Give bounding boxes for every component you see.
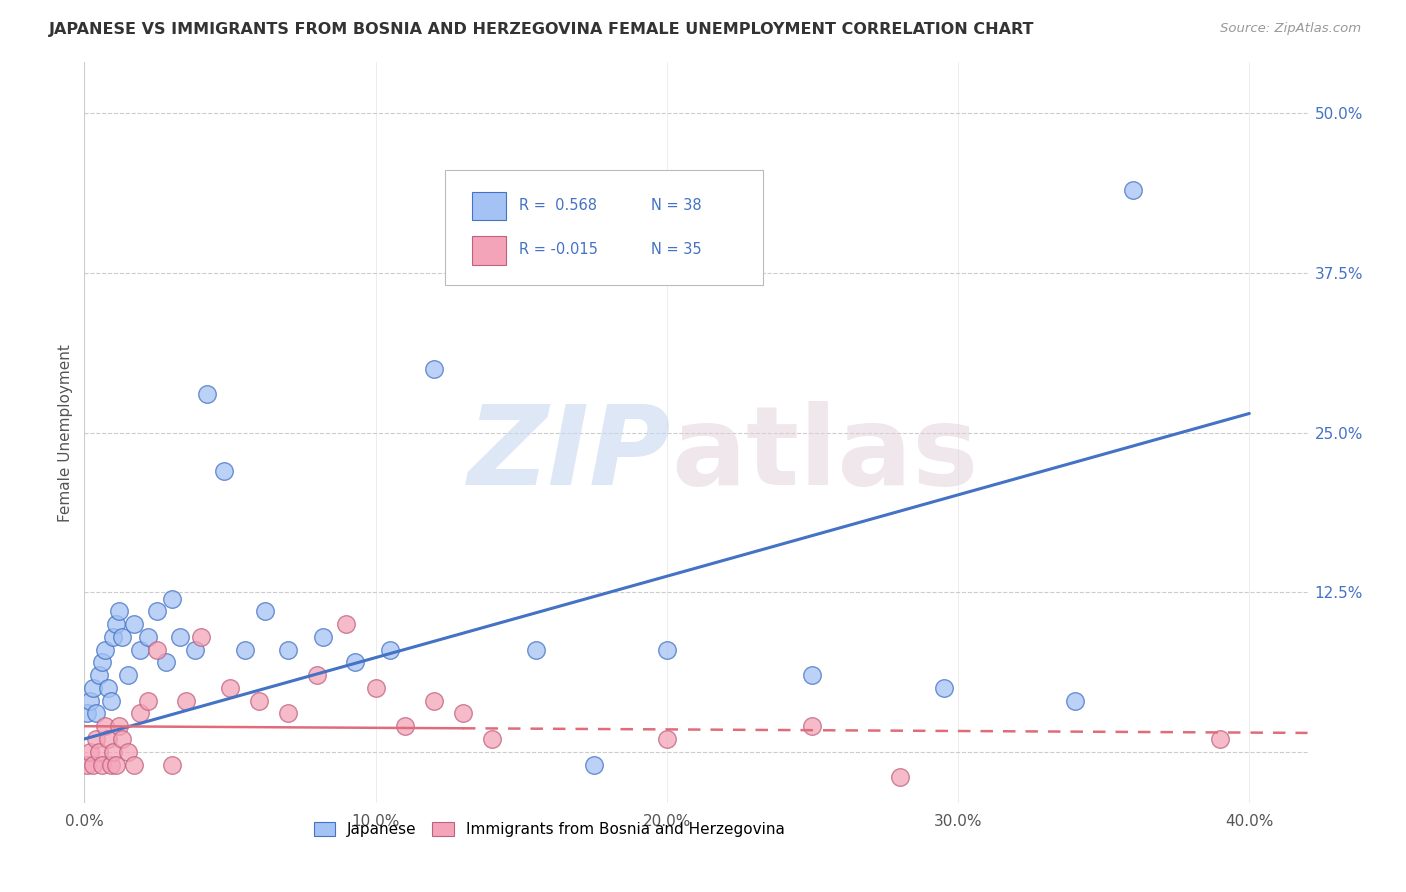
Point xyxy=(93,642,115,657)
Point xyxy=(146,642,169,657)
Point xyxy=(84,706,107,721)
Point xyxy=(79,694,101,708)
Point xyxy=(122,757,145,772)
Point xyxy=(344,656,367,670)
Point xyxy=(253,604,276,618)
Text: ZIP: ZIP xyxy=(468,401,672,508)
Point xyxy=(160,591,183,606)
Point xyxy=(1122,183,1144,197)
Point xyxy=(932,681,955,695)
Point xyxy=(583,757,606,772)
Point xyxy=(655,731,678,746)
Point xyxy=(174,694,197,708)
Point xyxy=(108,719,131,733)
Point xyxy=(233,642,256,657)
Text: N = 35: N = 35 xyxy=(651,243,702,257)
Point xyxy=(103,630,125,644)
Point xyxy=(247,694,270,708)
Point xyxy=(169,630,191,644)
Point xyxy=(128,706,150,721)
Point xyxy=(312,630,335,644)
Point xyxy=(451,706,474,721)
Text: R = -0.015: R = -0.015 xyxy=(519,243,598,257)
Point xyxy=(90,656,112,670)
Point xyxy=(97,731,120,746)
Point xyxy=(889,770,911,784)
Point xyxy=(160,757,183,772)
Point xyxy=(84,731,107,746)
Point xyxy=(1063,694,1085,708)
Point xyxy=(117,745,139,759)
Point xyxy=(212,464,235,478)
Point xyxy=(1209,731,1232,746)
Point xyxy=(138,694,160,708)
Point xyxy=(277,642,299,657)
Point xyxy=(105,617,128,632)
Point xyxy=(76,706,98,721)
Point xyxy=(90,757,112,772)
Point xyxy=(138,630,160,644)
Text: Source: ZipAtlas.com: Source: ZipAtlas.com xyxy=(1220,22,1361,36)
Point xyxy=(481,731,503,746)
Point xyxy=(423,694,446,708)
Point xyxy=(524,642,547,657)
Point xyxy=(82,681,104,695)
Point xyxy=(394,719,416,733)
Point xyxy=(97,681,120,695)
Text: JAPANESE VS IMMIGRANTS FROM BOSNIA AND HERZEGOVINA FEMALE UNEMPLOYMENT CORRELATI: JAPANESE VS IMMIGRANTS FROM BOSNIA AND H… xyxy=(49,22,1035,37)
FancyBboxPatch shape xyxy=(472,236,506,265)
Point xyxy=(184,642,207,657)
Point xyxy=(219,681,242,695)
Point xyxy=(93,719,115,733)
Point xyxy=(103,745,125,759)
Point xyxy=(335,617,357,632)
Point xyxy=(108,604,131,618)
Legend: Japanese, Immigrants from Bosnia and Herzegovina: Japanese, Immigrants from Bosnia and Her… xyxy=(308,816,790,843)
Point xyxy=(111,630,134,644)
Text: R =  0.568: R = 0.568 xyxy=(519,198,596,213)
Point xyxy=(100,757,122,772)
FancyBboxPatch shape xyxy=(446,169,763,285)
Point xyxy=(277,706,299,721)
Point xyxy=(155,656,177,670)
Point xyxy=(146,604,169,618)
Point xyxy=(801,719,824,733)
Text: N = 38: N = 38 xyxy=(651,198,702,213)
Point xyxy=(655,642,678,657)
FancyBboxPatch shape xyxy=(472,192,506,220)
Point xyxy=(117,668,139,682)
Point xyxy=(100,694,122,708)
Point xyxy=(82,757,104,772)
Point xyxy=(79,745,101,759)
Point xyxy=(364,681,387,695)
Point xyxy=(87,668,110,682)
Point xyxy=(122,617,145,632)
Point xyxy=(105,757,128,772)
Point xyxy=(128,642,150,657)
Point xyxy=(76,757,98,772)
Point xyxy=(87,745,110,759)
Point xyxy=(190,630,212,644)
Point xyxy=(195,387,218,401)
Point xyxy=(801,668,824,682)
Y-axis label: Female Unemployment: Female Unemployment xyxy=(58,343,73,522)
Text: atlas: atlas xyxy=(672,401,979,508)
Point xyxy=(380,642,402,657)
Point xyxy=(111,731,134,746)
Point xyxy=(307,668,329,682)
Point xyxy=(423,361,446,376)
